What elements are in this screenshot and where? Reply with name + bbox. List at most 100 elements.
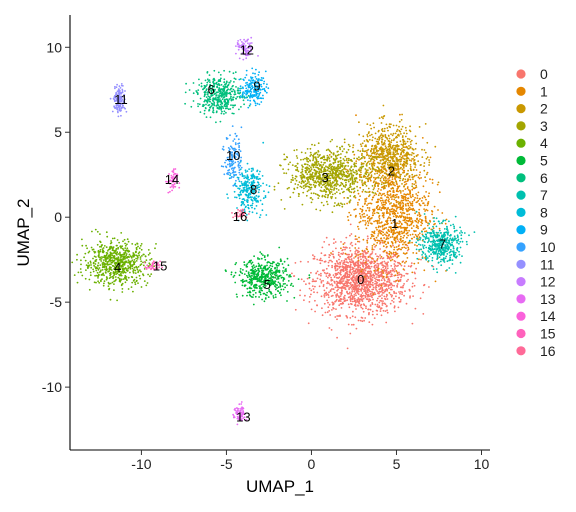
- data-point: [356, 270, 359, 273]
- data-point: [312, 159, 314, 162]
- data-point: [379, 172, 382, 175]
- data-point: [116, 253, 118, 256]
- data-point: [302, 175, 305, 178]
- data-point: [88, 264, 91, 267]
- data-point: [81, 274, 84, 277]
- data-point: [89, 262, 92, 264]
- data-point: [147, 273, 150, 276]
- data-point: [354, 251, 357, 253]
- data-point: [364, 175, 367, 178]
- data-point: [314, 163, 317, 165]
- data-point: [349, 168, 351, 171]
- data-point: [329, 314, 332, 316]
- data-point: [385, 269, 388, 271]
- data-point: [283, 158, 286, 161]
- data-point: [376, 156, 378, 158]
- data-point: [311, 143, 313, 146]
- data-point: [362, 219, 364, 222]
- data-point: [341, 249, 344, 252]
- data-point: [418, 208, 421, 211]
- data-point: [108, 266, 111, 268]
- data-point: [115, 247, 118, 250]
- data-point: [97, 262, 100, 264]
- data-point: [400, 230, 403, 233]
- data-point: [393, 204, 396, 207]
- data-point: [330, 156, 333, 158]
- data-point: [352, 284, 354, 287]
- data-point: [377, 267, 380, 270]
- data-point: [398, 291, 400, 293]
- data-point: [282, 280, 285, 282]
- data-point: [282, 168, 284, 171]
- data-point: [405, 165, 407, 167]
- data-point: [361, 190, 364, 193]
- data-point: [410, 139, 413, 142]
- data-point: [365, 252, 368, 254]
- data-point: [350, 165, 353, 168]
- data-point: [255, 265, 258, 268]
- data-point: [348, 190, 351, 193]
- data-point: [396, 205, 398, 208]
- data-point: [302, 158, 305, 161]
- data-point: [313, 257, 316, 260]
- data-point: [349, 199, 352, 202]
- data-point: [98, 271, 101, 273]
- data-point: [359, 282, 362, 285]
- data-point: [385, 170, 388, 172]
- data-point: [399, 215, 401, 217]
- data-point: [403, 149, 406, 152]
- data-point: [112, 249, 115, 252]
- data-point: [312, 192, 315, 195]
- data-point: [366, 149, 368, 152]
- data-point: [414, 182, 417, 184]
- data-point: [354, 288, 357, 291]
- data-point: [129, 265, 132, 268]
- data-point: [380, 136, 383, 139]
- data-point: [360, 272, 363, 274]
- data-point: [391, 156, 394, 158]
- data-point: [367, 217, 370, 219]
- data-point: [322, 163, 325, 166]
- data-point: [134, 283, 137, 286]
- data-point: [369, 179, 372, 182]
- data-point: [395, 236, 398, 238]
- data-point: [114, 279, 117, 282]
- data-point: [142, 264, 145, 267]
- data-point: [320, 161, 323, 164]
- data-point: [379, 308, 382, 310]
- data-point: [391, 163, 394, 166]
- data-point: [293, 275, 295, 277]
- data-point: [295, 175, 298, 178]
- data-point: [250, 269, 253, 271]
- data-point: [353, 187, 356, 190]
- data-point: [397, 245, 400, 248]
- data-point: [356, 157, 358, 160]
- data-point: [383, 278, 386, 280]
- data-point: [390, 228, 393, 231]
- data-point: [286, 187, 289, 190]
- data-point: [387, 261, 389, 263]
- data-point: [367, 148, 370, 151]
- data-point: [424, 180, 427, 182]
- data-point: [149, 259, 152, 261]
- data-point: [395, 292, 398, 295]
- data-point: [101, 266, 104, 269]
- data-point: [333, 280, 336, 283]
- data-point: [315, 151, 318, 154]
- data-point: [258, 287, 261, 290]
- data-point: [398, 120, 401, 123]
- data-point: [86, 266, 89, 268]
- data-point: [390, 202, 392, 204]
- data-point: [331, 309, 333, 311]
- data-point: [332, 166, 335, 169]
- data-point: [364, 215, 366, 218]
- data-point: [126, 247, 129, 250]
- data-point: [321, 194, 324, 197]
- data-point: [432, 227, 435, 230]
- data-point: [369, 290, 371, 293]
- data-point: [376, 303, 379, 306]
- data-point: [386, 219, 389, 222]
- data-point: [372, 136, 374, 139]
- data-point: [374, 293, 377, 296]
- data-point: [313, 168, 316, 171]
